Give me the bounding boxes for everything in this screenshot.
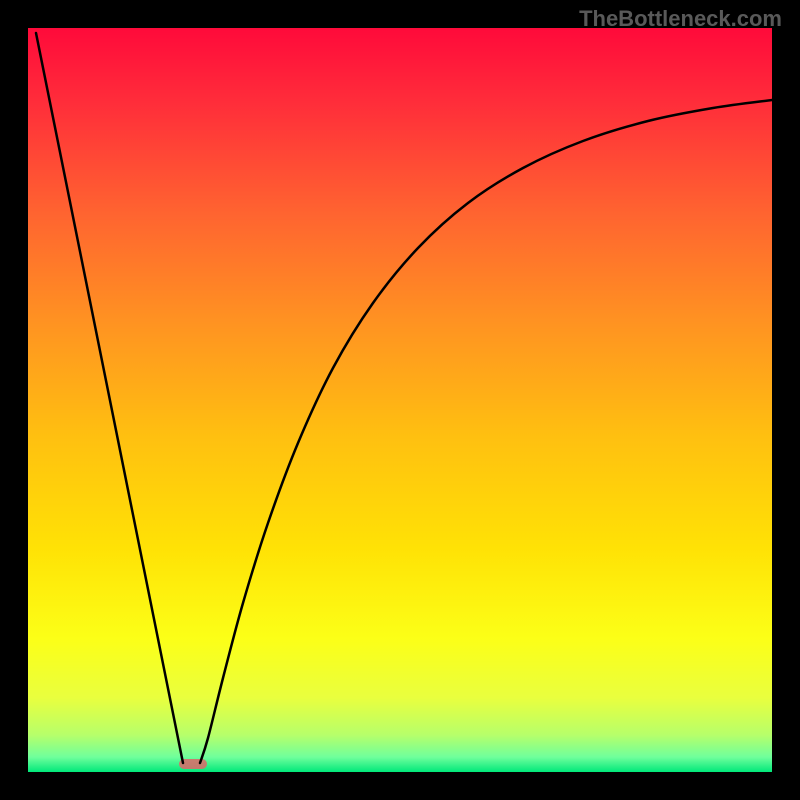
- right-ascent-curve: [200, 100, 772, 763]
- curve-layer: [28, 28, 772, 772]
- chart-container: TheBottleneck.com: [0, 0, 800, 800]
- watermark-text: TheBottleneck.com: [579, 6, 782, 32]
- left-descent-line: [36, 33, 183, 763]
